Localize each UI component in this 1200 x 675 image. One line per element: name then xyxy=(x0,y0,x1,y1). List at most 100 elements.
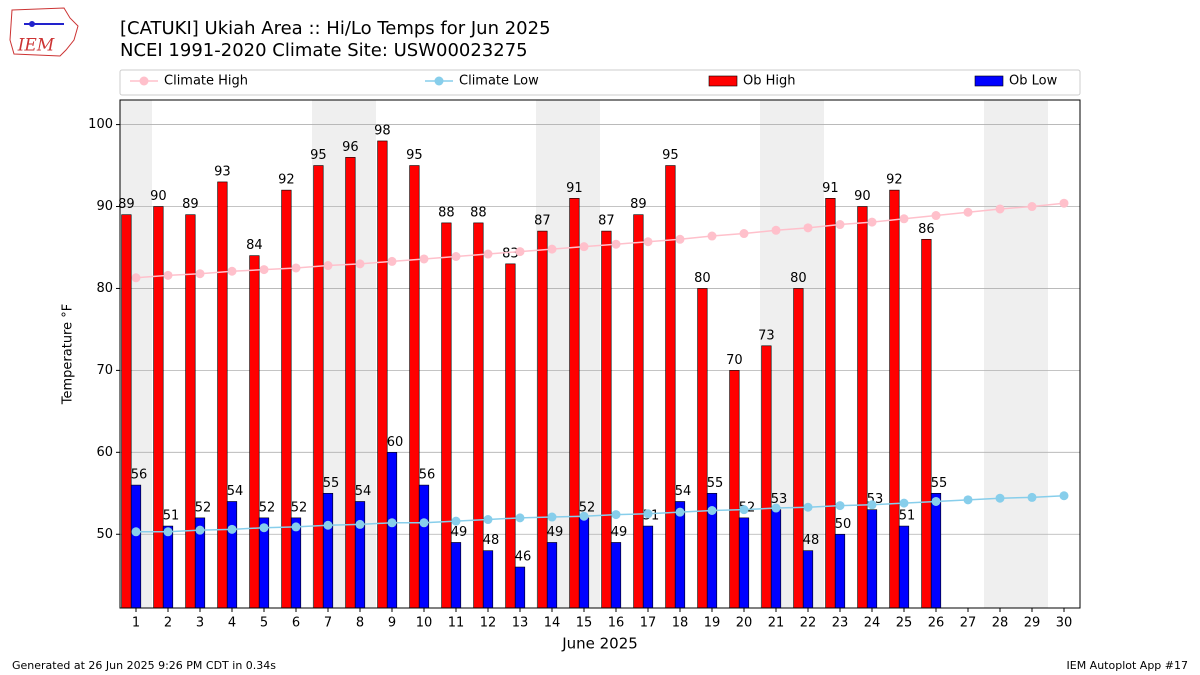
x-tick-label: 1 xyxy=(132,616,140,631)
logo-text: IEM xyxy=(17,36,55,56)
x-tick-label: 22 xyxy=(800,616,817,631)
point xyxy=(163,270,173,280)
point xyxy=(323,520,333,530)
point xyxy=(227,524,237,534)
data-label: 90 xyxy=(150,189,167,204)
data-label: 55 xyxy=(931,476,948,491)
data-label: 91 xyxy=(566,181,583,196)
bar xyxy=(514,566,526,609)
bar xyxy=(834,533,846,609)
chart-subtitle: NCEI 1991-2020 Climate Site: USW00023275 xyxy=(120,40,528,61)
x-tick-label: 19 xyxy=(704,616,721,631)
point xyxy=(419,254,429,264)
point xyxy=(323,261,333,271)
data-label: 90 xyxy=(854,189,871,204)
bar xyxy=(345,157,356,609)
point xyxy=(355,259,365,269)
bar xyxy=(546,542,558,609)
point xyxy=(643,509,653,519)
data-label: 89 xyxy=(118,197,135,212)
point xyxy=(931,211,941,221)
data-label: 83 xyxy=(502,246,519,261)
bar xyxy=(354,501,366,609)
point xyxy=(547,244,557,254)
x-tick-label: 30 xyxy=(1056,616,1073,631)
point xyxy=(131,273,141,283)
bar xyxy=(249,255,260,609)
point xyxy=(195,525,205,535)
point xyxy=(1059,491,1069,501)
bar xyxy=(130,484,142,609)
x-tick-label: 7 xyxy=(324,616,332,631)
point xyxy=(483,249,493,259)
x-tick-label: 21 xyxy=(768,616,785,631)
data-label: 48 xyxy=(483,533,500,548)
data-label: 70 xyxy=(726,353,743,368)
bar xyxy=(162,525,174,609)
point xyxy=(387,518,397,528)
data-label: 46 xyxy=(515,550,532,565)
point xyxy=(163,527,173,537)
point xyxy=(387,256,397,266)
data-label: 91 xyxy=(822,181,839,196)
point xyxy=(259,523,269,533)
bar xyxy=(761,345,772,609)
point xyxy=(835,501,845,511)
point xyxy=(643,237,653,247)
bar xyxy=(537,230,548,609)
point xyxy=(963,495,973,505)
x-tick-label: 13 xyxy=(512,616,529,631)
x-axis-label: June 2025 xyxy=(561,635,638,653)
point xyxy=(1027,492,1037,502)
plot-frame xyxy=(119,99,1081,609)
data-label: 49 xyxy=(611,525,628,540)
x-tick-label: 27 xyxy=(960,616,977,631)
point xyxy=(451,251,461,261)
data-label: 56 xyxy=(131,468,148,483)
bar xyxy=(770,509,782,609)
bar xyxy=(738,517,750,609)
bar xyxy=(889,189,900,609)
point xyxy=(899,214,909,224)
bar xyxy=(290,517,302,609)
bar xyxy=(729,370,740,609)
legend-swatch xyxy=(974,75,1004,87)
bar xyxy=(450,542,462,609)
y-axis-label: Temperature °F xyxy=(61,304,76,405)
point xyxy=(515,247,525,257)
bar xyxy=(633,214,644,609)
bar xyxy=(665,165,676,609)
point xyxy=(291,522,301,532)
bar xyxy=(377,140,388,609)
data-label: 92 xyxy=(278,173,295,188)
logo: IEM xyxy=(9,7,79,57)
x-tick-label: 2 xyxy=(164,616,172,631)
x-tick-label: 15 xyxy=(576,616,593,631)
bar xyxy=(674,501,686,609)
point xyxy=(867,500,877,510)
line xyxy=(136,494,1065,533)
point xyxy=(675,234,685,244)
data-label: 98 xyxy=(374,123,391,138)
bar xyxy=(866,509,878,609)
data-label: 54 xyxy=(355,484,372,499)
point xyxy=(579,242,589,252)
bar xyxy=(482,550,494,609)
point xyxy=(899,498,909,508)
y-tick-label: 70 xyxy=(96,363,113,378)
data-label: 73 xyxy=(758,328,775,343)
line xyxy=(135,202,1065,279)
data-label: 95 xyxy=(662,148,679,163)
point xyxy=(1059,198,1069,208)
x-tick-label: 29 xyxy=(1024,616,1041,631)
y-tick-label: 80 xyxy=(96,281,113,296)
x-tick-label: 17 xyxy=(640,616,657,631)
data-label: 55 xyxy=(707,476,724,491)
bar xyxy=(226,501,238,609)
bar xyxy=(825,198,836,609)
point xyxy=(611,510,621,520)
point xyxy=(707,231,717,241)
point xyxy=(547,512,557,522)
footer-left: Generated at 26 Jun 2025 9:26 PM CDT in … xyxy=(12,659,276,672)
x-tick-label: 3 xyxy=(196,616,204,631)
